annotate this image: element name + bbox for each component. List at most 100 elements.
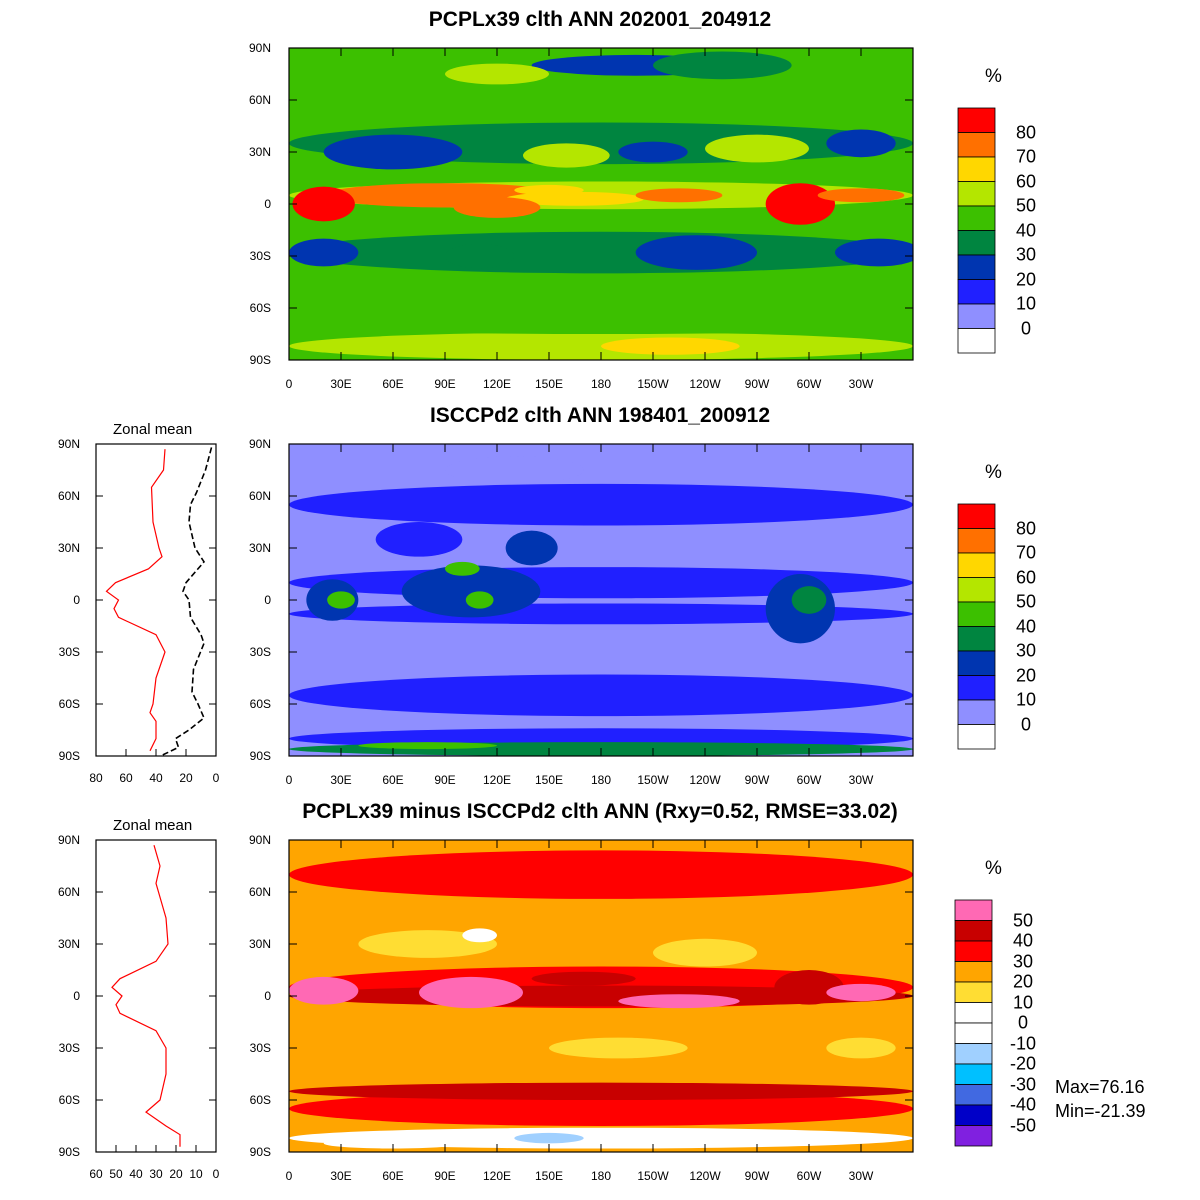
lon-label: 120E	[482, 773, 512, 787]
contour-region	[531, 971, 636, 986]
contour-region	[618, 141, 688, 163]
max-label: Max=76.16	[1055, 1077, 1145, 1097]
colorbar-label: 10	[1015, 689, 1037, 710]
lat-label: 90S	[249, 1145, 271, 1159]
contour-region	[444, 456, 584, 484]
contour-region	[514, 1132, 584, 1144]
zonal-line-pcplx39	[105, 449, 166, 752]
contour-region	[453, 197, 541, 218]
zonal-lat-label: 90N	[57, 833, 80, 847]
contour-region	[289, 483, 913, 526]
zonal-line-pcplx39-minus-isccpd2	[111, 845, 181, 1147]
panel3-title: PCPLx39 minus ISCCPd2 clth ANN (Rxy=0.52…	[302, 800, 898, 823]
colorbar-label: 0	[1017, 1012, 1029, 1033]
contour-region	[358, 742, 497, 750]
lon-label: 150E	[534, 377, 564, 391]
contour-region	[401, 565, 541, 618]
contour-region	[292, 186, 355, 222]
colorbar-box	[957, 577, 996, 603]
lon-label: 90W	[744, 377, 770, 391]
lat-label: 30S	[249, 1041, 271, 1055]
lon-label: 60E	[382, 377, 404, 391]
contour-region	[601, 337, 740, 355]
contour-region	[323, 1138, 463, 1149]
colorbar-box	[957, 724, 996, 750]
lon-label: 0	[285, 377, 293, 391]
lat-label: 60S	[249, 301, 271, 315]
colorbar-label: -40	[1009, 1094, 1037, 1115]
colorbar-label: 70	[1015, 146, 1037, 167]
zonal-x-label: 60	[119, 771, 133, 785]
colorbar-box	[957, 279, 996, 305]
zonal-lat-label: 90S	[58, 749, 80, 763]
colorbar-box	[957, 699, 996, 725]
lon-label: 60W	[796, 1169, 822, 1183]
lat-label: 90S	[249, 749, 271, 763]
lon-label: 120W	[689, 377, 721, 391]
colorbar-label: 50	[1012, 910, 1034, 930]
zonal2-title: Zonal mean	[113, 421, 193, 438]
lat-label: 30N	[248, 541, 271, 555]
lon-label: 30W	[848, 377, 874, 391]
lat-label: 90N	[248, 437, 271, 451]
colorbar-box	[957, 601, 996, 627]
contour-region	[826, 129, 896, 158]
lon-label: 180	[590, 377, 612, 391]
contour-region	[323, 134, 463, 170]
zonal-lat-label: 0	[73, 593, 80, 607]
map-panel3	[289, 840, 913, 1152]
colorbar-label: 80	[1015, 122, 1037, 142]
lon-label: 90E	[434, 773, 456, 787]
colorbar-box	[957, 650, 996, 676]
colorbar-label: 60	[1015, 171, 1037, 191]
zonal-lat-label: 60N	[57, 489, 80, 503]
contour-region	[289, 276, 913, 298]
contour-region	[289, 238, 359, 267]
colorbar-box	[957, 552, 996, 578]
lon-label: 30W	[848, 1169, 874, 1183]
colorbar-box	[957, 303, 996, 329]
colorbar-box	[957, 675, 996, 701]
lat-label: 30N	[248, 937, 271, 951]
map-panel2	[289, 444, 913, 756]
colorbar-box	[957, 254, 996, 280]
contour-region	[826, 1037, 896, 1059]
contour-region	[505, 191, 645, 206]
colorbar-box	[957, 528, 996, 554]
lon-label: 150E	[534, 773, 564, 787]
lat-label: 30S	[249, 249, 271, 263]
zonal-x-label: 0	[212, 1167, 220, 1181]
zonal-lat-label: 30S	[58, 645, 80, 659]
contour-region	[653, 938, 757, 967]
contour-region	[419, 976, 523, 1009]
colorbar-label: 70	[1015, 542, 1037, 563]
colorbar-box	[957, 328, 996, 354]
colorbar-box	[954, 961, 993, 983]
colorbar-label: -50	[1009, 1115, 1037, 1135]
colorbar-label: 0	[1020, 714, 1032, 734]
lat-label: 30N	[248, 145, 271, 159]
contour-region	[289, 850, 913, 899]
lon-label: 90W	[744, 1169, 770, 1183]
colorbar-label: 0	[1020, 318, 1032, 338]
lat-label: 60N	[248, 93, 271, 107]
colorbar-box	[954, 981, 993, 1003]
lon-label: 150W	[637, 773, 669, 787]
lat-label: 60N	[248, 489, 271, 503]
zonal-x-label: 80	[89, 771, 103, 785]
contour-region	[289, 316, 913, 335]
contour-region	[358, 930, 497, 958]
panel1-title: PCPLx39 clth ANN 202001_204912	[428, 8, 772, 31]
colorbar-label: 10	[1015, 293, 1037, 314]
colorbar-box	[957, 503, 996, 529]
colorbar-label: 50	[1015, 195, 1037, 216]
zonal-line-isccpd2	[160, 447, 213, 757]
colorbar-label: 10	[1012, 992, 1034, 1012]
zonal-lat-label: 90N	[57, 437, 80, 451]
min-label: Min=-21.39	[1055, 1101, 1146, 1121]
colorbar-label: 30	[1012, 951, 1034, 971]
lat-label: 60N	[248, 885, 271, 899]
colorbar-box	[957, 132, 996, 158]
lat-label: 0	[264, 197, 271, 211]
